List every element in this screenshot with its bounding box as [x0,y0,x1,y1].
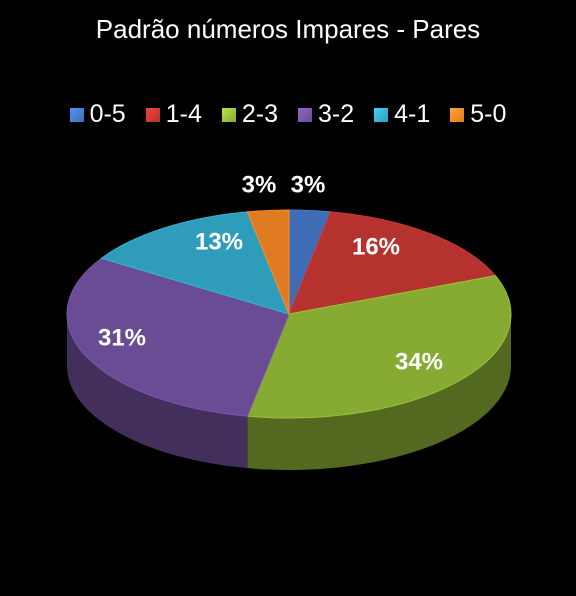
pie-slice-1-4 [288,211,497,315]
legend-swatch [298,107,312,122]
legend-item-4-1: 4-1 [374,100,430,129]
pie-slice-2-3 [246,275,512,419]
legend-label: 5-0 [470,100,507,128]
legend-item-2-3: 2-3 [221,100,278,129]
legend-swatch [221,107,236,122]
legend-label: 1-4 [165,100,202,128]
pie-slice-5-0 [246,209,290,315]
legend-label: 2-3 [241,100,278,128]
legend: 0-5 1-4 2-3 3-2 4-1 5-0 [0,100,576,129]
legend-swatch [69,107,84,122]
legend-label: 4-1 [394,100,431,128]
legend-swatch [374,107,389,122]
chart-title: Padrão números Impares - Pares [95,14,481,44]
data-label-1-4: 16% [352,233,400,260]
legend-swatch [450,107,465,122]
data-labels: 3% 16% 34% 31% 13% 3% [98,171,443,375]
legend-label: 0-5 [89,100,126,128]
data-label-0-5: 3% [291,171,326,198]
data-label-4-1: 13% [195,228,243,255]
data-label-5-0: 3% [242,171,277,198]
pie-sides [67,314,511,470]
pie-side-3-2 [67,314,248,469]
pie-slices [66,209,512,419]
data-label-2-3: 34% [395,348,443,375]
legend-item-5-0: 5-0 [450,100,506,129]
data-label-3-2: 31% [98,324,146,351]
legend-item-3-2: 3-2 [298,100,354,129]
legend-swatch [145,107,160,122]
pie-side-2-3 [247,314,511,470]
legend-item-1-4: 1-4 [145,100,202,129]
legend-item-0-5: 0-5 [69,100,126,129]
pie-slice-4-1 [100,211,290,315]
legend-label: 3-2 [318,100,355,128]
